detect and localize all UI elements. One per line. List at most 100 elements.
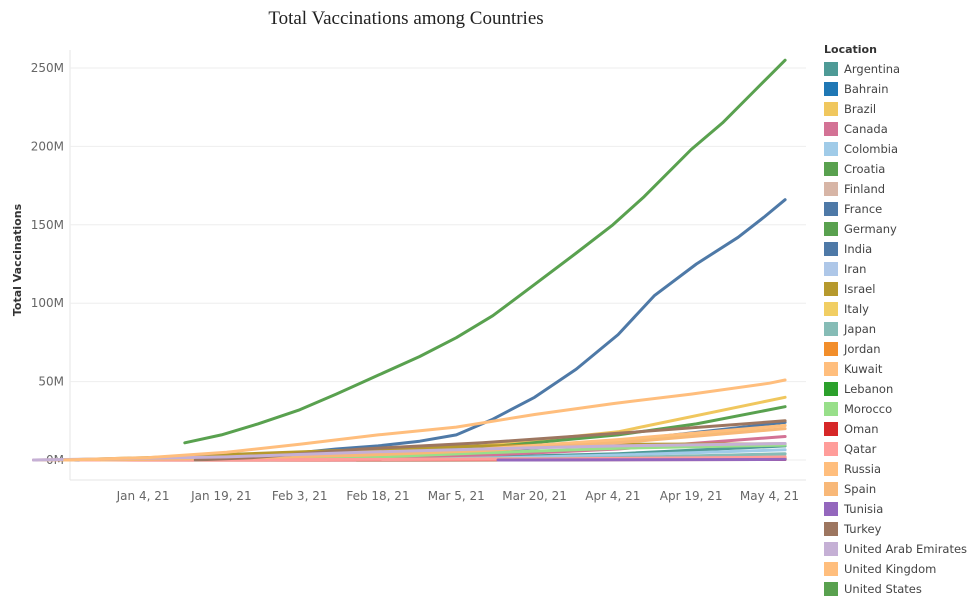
legend-swatch xyxy=(824,182,838,196)
legend-item[interactable]: Canada xyxy=(824,119,970,139)
legend-item[interactable]: Brazil xyxy=(824,99,970,119)
legend-swatch xyxy=(824,242,838,256)
x-tick-label: Jan 19, 21 xyxy=(190,489,251,503)
legend-item[interactable]: Israel xyxy=(824,279,970,299)
legend-swatch xyxy=(824,462,838,476)
legend-item[interactable]: Argentina xyxy=(824,59,970,79)
legend-label: Turkey xyxy=(844,522,882,536)
legend-label: Italy xyxy=(844,302,869,316)
chart-title: Total Vaccinations among Countries xyxy=(268,8,543,29)
legend-label: Kuwait xyxy=(844,362,883,376)
legend-label: Spain xyxy=(844,482,877,496)
legend-item[interactable]: Kuwait xyxy=(824,359,970,379)
legend-item[interactable]: Finland xyxy=(824,179,970,199)
y-tick-label: 50M xyxy=(38,375,64,389)
legend-swatch xyxy=(824,422,838,436)
legend-label: Canada xyxy=(844,122,888,136)
legend-swatch xyxy=(824,442,838,456)
legend-item[interactable]: Qatar xyxy=(824,439,970,459)
legend-label: Brazil xyxy=(844,102,877,116)
legend-swatch xyxy=(824,202,838,216)
legend-label: Argentina xyxy=(844,62,901,76)
legend-swatch xyxy=(824,562,838,576)
legend-swatch xyxy=(824,102,838,116)
legend-item[interactable]: United Kingdom xyxy=(824,559,970,579)
legend-label: Qatar xyxy=(844,442,877,456)
legend-label: Israel xyxy=(844,282,876,296)
legend-swatch xyxy=(824,162,838,176)
x-tick-label: Mar 5, 21 xyxy=(428,489,485,503)
legend-swatch xyxy=(824,302,838,316)
x-tick-label: Feb 3, 21 xyxy=(272,489,328,503)
legend-label: Finland xyxy=(844,182,886,196)
legend-item[interactable]: Colombia xyxy=(824,139,970,159)
legend-item[interactable]: United Arab Emirates xyxy=(824,539,970,559)
legend-item[interactable]: Russia xyxy=(824,459,970,479)
legend: Location Argentina Bahrain Brazil Canada Col… xyxy=(824,41,970,599)
legend-item[interactable]: Morocco xyxy=(824,399,970,419)
x-tick-label: Apr 19, 21 xyxy=(660,489,723,503)
legend-label: Russia xyxy=(844,462,881,476)
x-tick-label: May 4, 21 xyxy=(740,489,799,503)
legend-item[interactable]: Iran xyxy=(824,259,970,279)
legend-item[interactable]: Japan xyxy=(824,319,970,339)
legend-item[interactable]: Italy xyxy=(824,299,970,319)
legend-label: India xyxy=(844,242,873,256)
legend-label: Lebanon xyxy=(844,382,894,396)
legend-swatch xyxy=(824,362,838,376)
legend-swatch xyxy=(824,482,838,496)
legend-swatch xyxy=(824,82,838,96)
series-line-tunisia xyxy=(496,457,787,462)
legend-item[interactable]: Oman xyxy=(824,419,970,439)
legend-label: Jordan xyxy=(844,342,881,356)
y-tick-label: 250M xyxy=(31,61,64,75)
legend-swatch xyxy=(824,542,838,556)
legend-label: Japan xyxy=(844,322,877,336)
legend-swatch xyxy=(824,142,838,156)
legend-swatch xyxy=(824,342,838,356)
legend-label: France xyxy=(844,202,883,216)
legend-item[interactable]: Turkey xyxy=(824,519,970,539)
legend-swatch xyxy=(824,282,838,296)
legend-item[interactable]: Croatia xyxy=(824,159,970,179)
legend-label: United Kingdom xyxy=(844,562,937,576)
legend-title: Location xyxy=(824,43,877,56)
series-lines xyxy=(32,58,787,462)
legend-swatch xyxy=(824,122,838,136)
legend-swatch xyxy=(824,382,838,396)
legend-label: United Arab Emirates xyxy=(844,542,968,556)
legend-item[interactable]: Tunisia xyxy=(824,499,970,519)
legend-swatch xyxy=(824,322,838,336)
legend-swatch xyxy=(824,222,838,236)
legend-swatch xyxy=(824,502,838,516)
legend-item[interactable]: Spain xyxy=(824,479,970,499)
x-tick-label: Feb 18, 21 xyxy=(346,489,409,503)
legend-swatch xyxy=(824,262,838,276)
legend-item[interactable]: United States xyxy=(824,579,970,599)
legend-swatch xyxy=(824,522,838,536)
legend-label: Germany xyxy=(844,222,897,236)
legend-label: Bahrain xyxy=(844,82,889,96)
legend-item[interactable]: Lebanon xyxy=(824,379,970,399)
x-tick-label: Mar 20, 21 xyxy=(502,489,567,503)
legend-item[interactable]: Jordan xyxy=(824,339,970,359)
x-tick-label: Jan 4, 21 xyxy=(116,489,170,503)
legend-label: Oman xyxy=(844,422,879,436)
series-line-turkey xyxy=(193,419,787,462)
legend-item[interactable]: France xyxy=(824,199,970,219)
legend-label: Tunisia xyxy=(844,502,884,516)
legend-label: Morocco xyxy=(844,402,893,416)
legend-item[interactable]: Germany xyxy=(824,219,970,239)
legend-item[interactable]: Bahrain xyxy=(824,79,970,99)
legend-swatch xyxy=(824,62,838,76)
legend-item[interactable]: India xyxy=(824,239,970,259)
x-tick-label: Apr 4, 21 xyxy=(585,489,640,503)
legend-label: Colombia xyxy=(844,142,899,156)
series-line-united-kingdom xyxy=(63,378,787,462)
y-tick-label: 200M xyxy=(31,139,64,153)
y-tick-label: 100M xyxy=(31,296,64,310)
y-axis-label: Total Vaccinations xyxy=(11,203,24,316)
legend-swatch xyxy=(824,402,838,416)
